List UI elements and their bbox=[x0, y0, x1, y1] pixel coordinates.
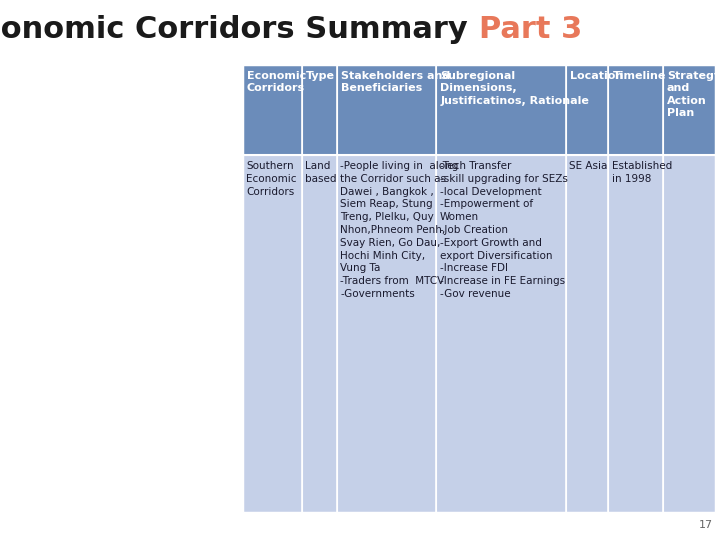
Text: Southern
Economic
Corridors: Southern Economic Corridors bbox=[246, 161, 297, 197]
Bar bbox=[302, 65, 337, 155]
Text: Land
based: Land based bbox=[305, 161, 336, 184]
Text: Subregional
Dimensions,
Justificatinos, Rationale: Subregional Dimensions, Justificatinos, … bbox=[440, 71, 589, 106]
Bar bbox=[243, 65, 302, 155]
Bar bbox=[337, 155, 436, 512]
Text: Location: Location bbox=[570, 71, 624, 81]
Text: Established
in 1998: Established in 1998 bbox=[612, 161, 672, 184]
Bar bbox=[566, 65, 608, 155]
Bar bbox=[608, 65, 662, 155]
Bar bbox=[337, 65, 436, 155]
Bar bbox=[436, 65, 566, 155]
Text: Timeline: Timeline bbox=[613, 71, 666, 81]
Text: Economic
Corridors: Economic Corridors bbox=[247, 71, 306, 93]
Text: Strategy
and
Action
Plan: Strategy and Action Plan bbox=[667, 71, 720, 118]
Text: -Tech Transfer
-skill upgrading for SEZs
-local Development
-Empowerment of
Wome: -Tech Transfer -skill upgrading for SEZs… bbox=[440, 161, 567, 299]
Text: SE Asia: SE Asia bbox=[570, 161, 608, 171]
Text: -People living in  along
the Corridor such as
Dawei , Bangkok ,
Siem Reap, Stung: -People living in along the Corridor suc… bbox=[341, 161, 459, 299]
Text: Stakeholders and
Beneficiaries: Stakeholders and Beneficiaries bbox=[341, 71, 451, 93]
Text: Economic Corridors Summary: Economic Corridors Summary bbox=[0, 16, 479, 44]
Bar bbox=[243, 65, 715, 512]
Bar bbox=[436, 155, 566, 512]
Bar bbox=[662, 65, 715, 155]
Bar bbox=[302, 155, 337, 512]
Text: Type: Type bbox=[306, 71, 335, 81]
Text: Part 3: Part 3 bbox=[479, 16, 582, 44]
Bar bbox=[608, 155, 662, 512]
Bar bbox=[662, 155, 715, 512]
Text: 17: 17 bbox=[698, 520, 713, 530]
Bar bbox=[243, 155, 302, 512]
Bar bbox=[566, 155, 608, 512]
